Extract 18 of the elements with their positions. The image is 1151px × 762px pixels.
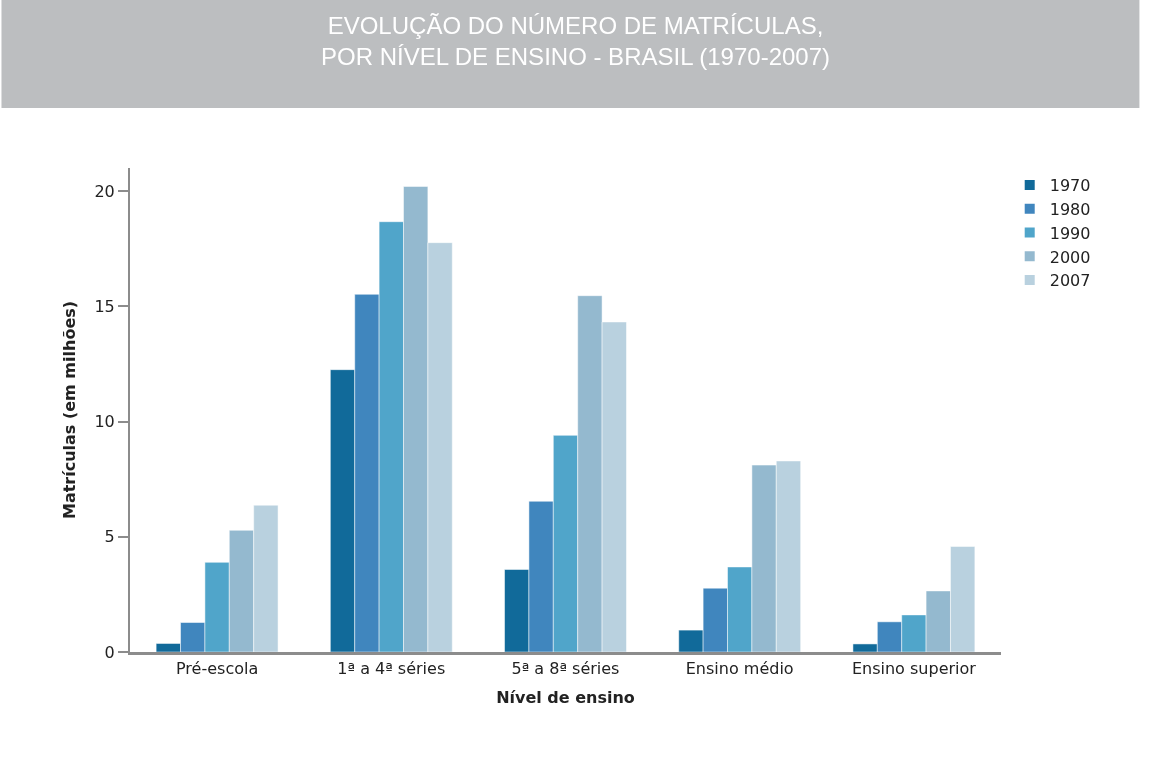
x-tick-label: Ensino superior — [851, 659, 977, 679]
legend-label: 1980 — [1049, 199, 1091, 219]
legend-label: 1970 — [1049, 176, 1091, 196]
legend-label: 2000 — [1049, 247, 1091, 267]
y-tick-label: 0 — [104, 642, 115, 662]
x-tick-label: Ensino médio — [685, 659, 794, 679]
x-tick-label: Pré-escola — [175, 659, 259, 679]
y-tick-label: 15 — [94, 296, 115, 316]
x-tick-label: 1ª a 4ª séries — [337, 659, 446, 679]
legend-label: 2007 — [1049, 271, 1091, 291]
chart-title: EVOLUÇÃO DO NÚMERO DE MATRÍCULAS, POR NÍVEL DE ENSINO - BRASIL (1970-2007) — [320, 12, 831, 71]
y-tick-label: 20 — [94, 181, 115, 201]
legend-label: 1990 — [1049, 223, 1091, 243]
y-tick-label: 5 — [104, 527, 115, 547]
x-tick-label: 5ª a 8ª séries — [511, 659, 620, 679]
x-axis-title: Nível de ensino — [496, 687, 635, 707]
y-tick-label: 10 — [94, 412, 115, 432]
y-axis-title: Matrículas (em milhões) — [59, 300, 79, 520]
